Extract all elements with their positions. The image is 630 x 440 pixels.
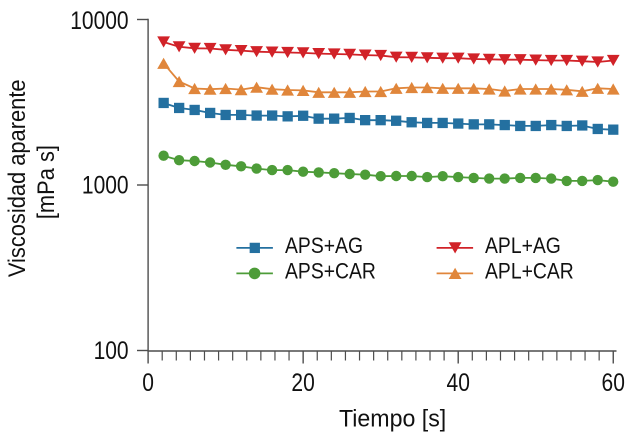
svg-text:Tiempo [s]: Tiempo [s]: [339, 405, 446, 433]
svg-text:100: 100: [94, 336, 129, 364]
svg-text:10000: 10000: [70, 6, 128, 34]
svg-text:APL+CAR: APL+CAR: [485, 259, 574, 283]
svg-text:0: 0: [142, 368, 154, 396]
svg-text:APS+AG: APS+AG: [285, 234, 363, 258]
svg-text:60: 60: [602, 368, 625, 396]
svg-text:20: 20: [291, 368, 314, 396]
svg-text:[mPa s]: [mPa s]: [32, 145, 59, 219]
svg-text:Viscosidad aparente: Viscosidad aparente: [3, 79, 30, 277]
svg-text:APS+CAR: APS+CAR: [285, 259, 376, 283]
svg-text:1000: 1000: [82, 171, 129, 199]
svg-text:40: 40: [447, 368, 470, 396]
svg-text:APL+AG: APL+AG: [485, 234, 561, 258]
